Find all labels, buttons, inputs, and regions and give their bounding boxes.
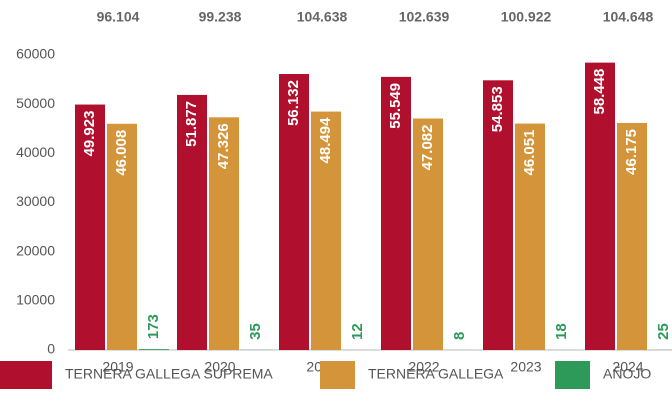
total-label: 100.922 <box>501 9 552 25</box>
value-label: 56.132 <box>285 80 302 126</box>
bar <box>617 122 647 350</box>
bar <box>75 104 105 350</box>
value-label: 47.082 <box>419 125 436 171</box>
bar <box>177 94 207 350</box>
y-tick-label: 10000 <box>16 292 55 308</box>
total-label: 104.648 <box>603 9 654 25</box>
y-tick-label: 0 <box>47 341 55 357</box>
y-tick-label: 40000 <box>16 144 55 160</box>
bar <box>381 76 411 350</box>
x-tick-label: 2020 <box>204 359 235 375</box>
value-label: 46.051 <box>521 130 538 176</box>
total-label: 102.639 <box>399 9 450 25</box>
value-label: 48.494 <box>317 117 334 164</box>
bar <box>209 117 239 350</box>
value-label: 35 <box>247 323 264 340</box>
total-label: 99.238 <box>199 9 242 25</box>
y-tick-label: 20000 <box>16 242 55 258</box>
total-label: 96.104 <box>97 9 140 25</box>
value-label: 46.175 <box>623 129 640 175</box>
legend-label: TERNERA GALLEGA <box>368 366 504 382</box>
legend-swatch <box>0 361 52 389</box>
bar <box>585 62 615 350</box>
value-label: 54.853 <box>489 86 506 132</box>
value-label: 25 <box>655 323 672 340</box>
value-label: 49.923 <box>81 111 98 157</box>
value-label: 55.549 <box>387 83 404 129</box>
value-label: 46.008 <box>113 130 130 176</box>
bar <box>413 118 443 351</box>
total-label: 104.638 <box>297 9 348 25</box>
legend-swatch <box>555 361 590 389</box>
value-label: 8 <box>451 332 468 340</box>
bar <box>139 349 169 350</box>
legend-swatch <box>320 361 355 389</box>
bar <box>107 123 137 350</box>
x-tick-label: 2022 <box>408 359 439 375</box>
bar <box>279 74 309 350</box>
value-label: 58.448 <box>591 69 608 115</box>
bar <box>515 123 545 350</box>
value-label: 173 <box>145 314 162 339</box>
value-label: 51.877 <box>183 101 200 147</box>
bar <box>483 80 513 350</box>
y-tick-label: 50000 <box>16 95 55 111</box>
y-tick-label: 30000 <box>16 193 55 209</box>
x-tick-label: 2019 <box>102 359 133 375</box>
legend-label: AÑOJO <box>603 366 651 382</box>
x-tick-label: 2024 <box>612 359 643 375</box>
y-tick-label: 60000 <box>16 46 55 62</box>
x-tick-label: 2023 <box>510 359 541 375</box>
value-label: 47.326 <box>215 123 232 169</box>
bar <box>311 111 341 350</box>
legend-label: TERNERA GALLEGA SUPREMA <box>65 366 273 382</box>
value-label: 12 <box>349 323 366 340</box>
value-label: 18 <box>553 323 570 340</box>
